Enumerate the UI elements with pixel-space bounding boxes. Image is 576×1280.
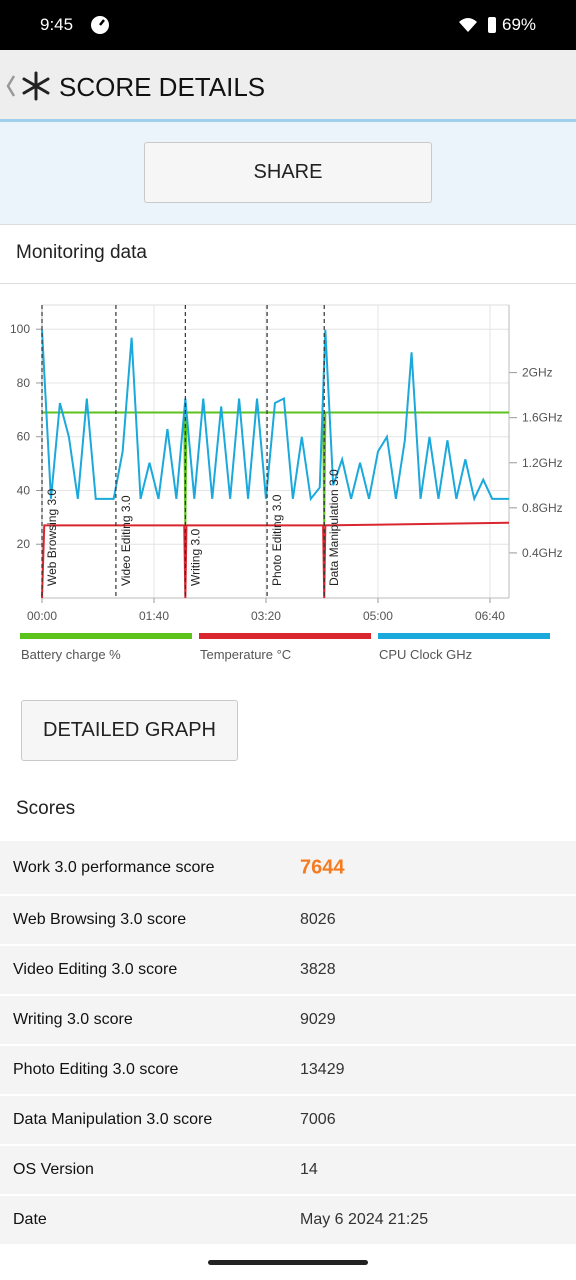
back-icon[interactable] bbox=[5, 70, 55, 102]
monitoring-chart: 20 40 60 80 100 00:00 01:40 03:20 05:00 06:40 0.4G… bbox=[10, 304, 563, 662]
page-title: SCORE DETAILS bbox=[59, 72, 266, 102]
y2-tick-label: 1.2GHz bbox=[522, 456, 563, 470]
score-row: Web Browsing 3.0 score 8026 bbox=[0, 896, 576, 946]
score-value: 9029 bbox=[300, 1011, 336, 1028]
score-label: Photo Editing 3.0 score bbox=[13, 1061, 179, 1078]
score-row: Date May 6 2024 21:25 bbox=[0, 1196, 576, 1246]
legend-swatch bbox=[378, 633, 550, 639]
score-value: 3828 bbox=[300, 961, 336, 978]
score-value: 14 bbox=[300, 1161, 318, 1178]
share-button[interactable]: SHARE bbox=[144, 142, 432, 203]
series-line bbox=[41, 521, 510, 599]
score-row: Photo Editing 3.0 score 13429 bbox=[0, 1046, 576, 1096]
score-label: OS Version bbox=[13, 1161, 94, 1178]
event-label: Writing 3.0 bbox=[188, 529, 202, 586]
legend-swatch bbox=[199, 633, 371, 639]
nav-bar bbox=[0, 1245, 576, 1280]
event-label: Photo Editing 3.0 bbox=[270, 494, 284, 586]
divider bbox=[0, 283, 576, 284]
y2-tick-label: 0.4GHz bbox=[522, 546, 563, 560]
detailed-graph-button[interactable]: DETAILED GRAPH bbox=[21, 700, 238, 761]
battery-level: 69% bbox=[502, 15, 537, 34]
x-tick-label: 06:40 bbox=[475, 609, 505, 623]
header: SCORE DETAILS bbox=[0, 50, 576, 122]
event-label: Web Browsing 3.0 bbox=[45, 489, 59, 586]
x-tick-label: 05:00 bbox=[363, 609, 393, 623]
x-tick-label: 01:40 bbox=[139, 609, 169, 623]
event-label: Data Manipulation 3.0 bbox=[327, 469, 341, 586]
section-title: Monitoring data bbox=[16, 242, 147, 263]
score-row: Video Editing 3.0 score 3828 bbox=[0, 946, 576, 996]
score-label: Writing 3.0 score bbox=[13, 1011, 133, 1028]
score-row: Writing 3.0 score 9029 bbox=[0, 996, 576, 1046]
score-label: Work 3.0 performance score bbox=[13, 858, 215, 876]
score-row: Data Manipulation 3.0 score 7006 bbox=[0, 1096, 576, 1146]
x-tick-label: 00:00 bbox=[27, 609, 57, 623]
score-value: 8026 bbox=[300, 911, 336, 928]
y2-tick-label: 1.6GHz bbox=[522, 411, 563, 425]
legend-label: CPU Clock GHz bbox=[379, 647, 472, 662]
score-value: May 6 2024 21:25 bbox=[300, 1211, 429, 1228]
score-value: 13429 bbox=[300, 1061, 345, 1078]
wifi-battery-icons bbox=[459, 17, 496, 33]
section-title: Scores bbox=[16, 798, 76, 819]
y-tick-label: 80 bbox=[17, 376, 31, 390]
y-tick-label: 60 bbox=[17, 430, 31, 444]
legend-label: Temperature °C bbox=[200, 647, 291, 662]
score-label: Web Browsing 3.0 score bbox=[13, 911, 187, 928]
score-value: 7644 bbox=[300, 856, 345, 878]
y-tick-label: 100 bbox=[10, 322, 30, 336]
x-tick-label: 03:20 bbox=[251, 609, 281, 623]
event-label: Video Editing 3.0 bbox=[119, 495, 133, 586]
score-label: Data Manipulation 3.0 score bbox=[13, 1111, 213, 1128]
content-card: Monitoring data 20 40 60 80 100 00:00 01:40 03:… bbox=[0, 224, 576, 1246]
y2-tick-label: 2GHz bbox=[522, 366, 553, 380]
score-label: Date bbox=[13, 1211, 47, 1228]
y-tick-label: 40 bbox=[17, 483, 31, 497]
y-tick-label: 20 bbox=[17, 537, 31, 551]
score-label: Video Editing 3.0 score bbox=[13, 961, 178, 978]
score-row: Work 3.0 performance score 7644 bbox=[0, 841, 576, 896]
home-indicator[interactable] bbox=[208, 1260, 368, 1265]
legend-swatch bbox=[20, 633, 192, 639]
series-line bbox=[41, 329, 509, 502]
legend-label: Battery charge % bbox=[21, 647, 121, 662]
status-bar: 9:45 69% bbox=[0, 0, 576, 50]
status-icon bbox=[91, 16, 109, 34]
score-row: OS Version 14 bbox=[0, 1146, 576, 1196]
y2-tick-label: 0.8GHz bbox=[522, 501, 563, 515]
score-value: 7006 bbox=[300, 1111, 336, 1128]
time: 9:45 bbox=[40, 15, 74, 34]
